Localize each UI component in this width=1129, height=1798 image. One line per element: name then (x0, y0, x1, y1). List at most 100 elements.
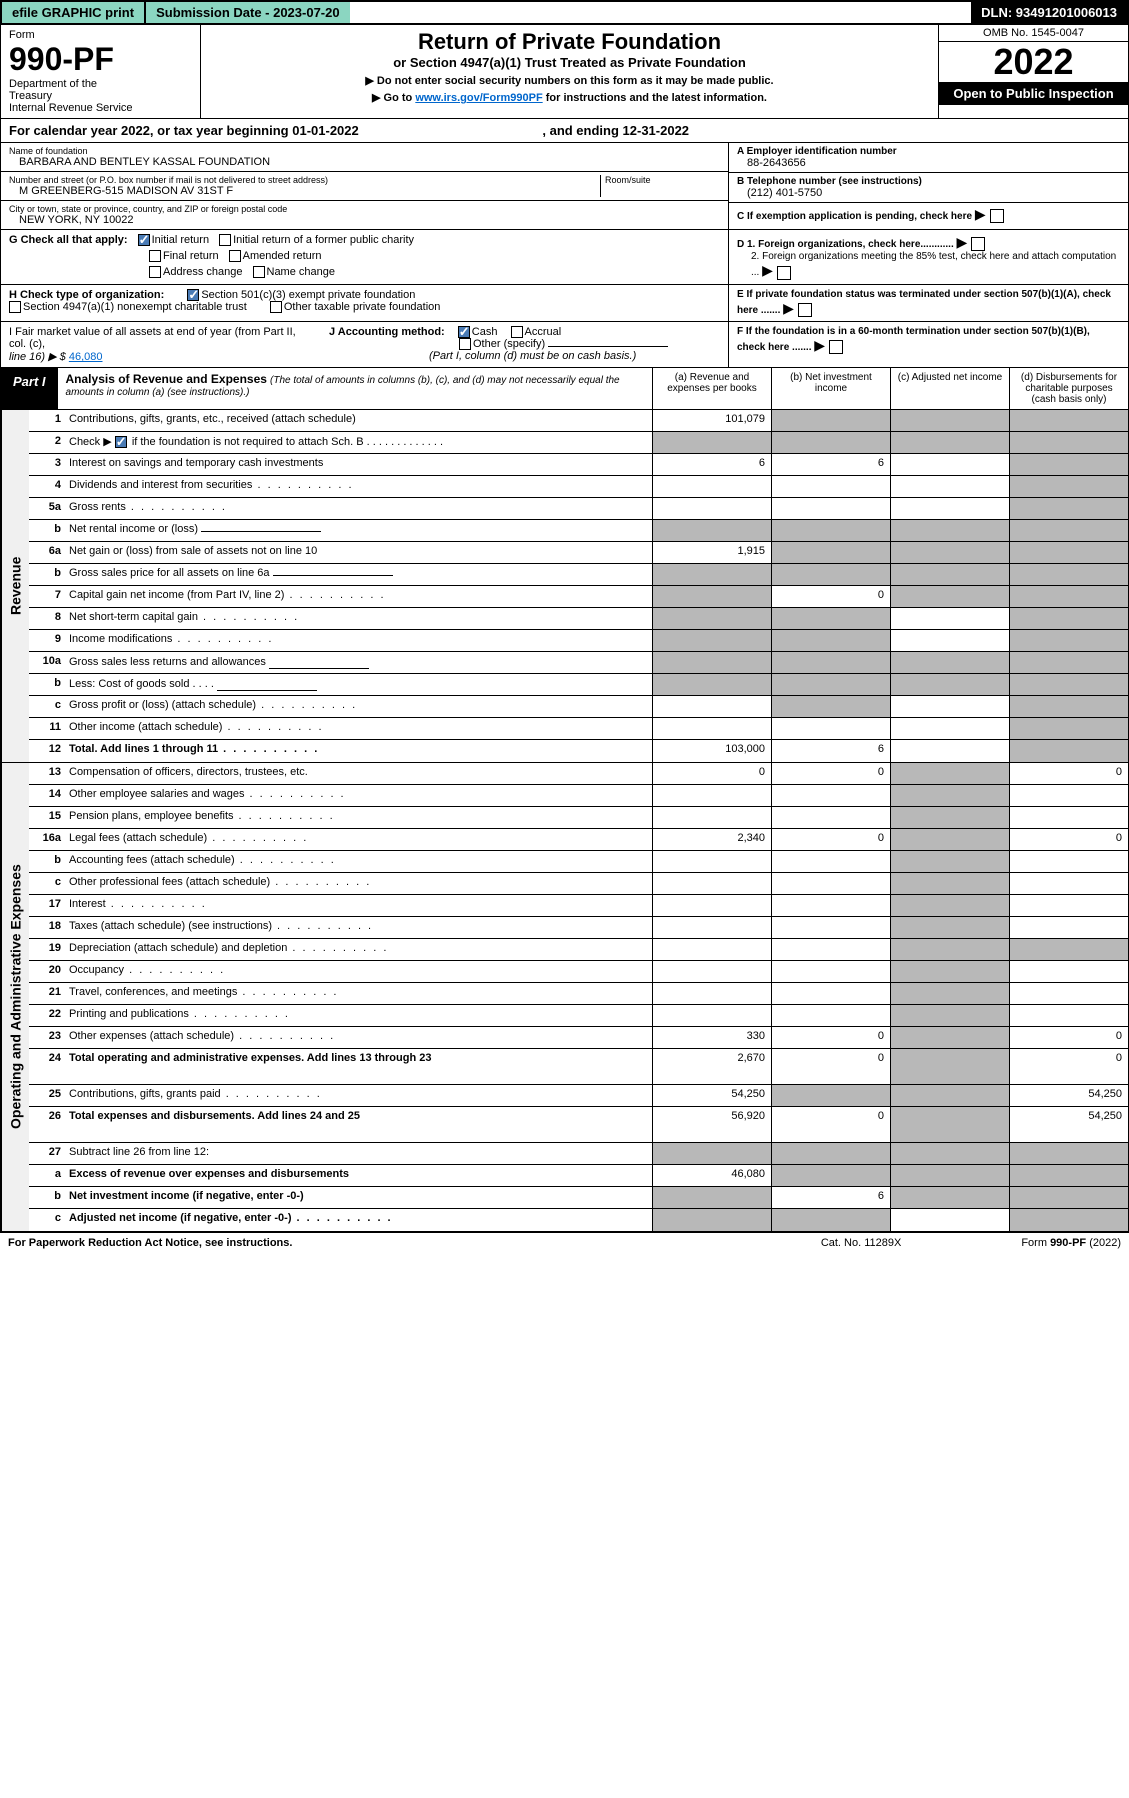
c-label: C If exemption application is pending, c… (737, 211, 972, 222)
submission-date: Submission Date - 2023-07-20 (146, 2, 350, 23)
j-accrual-checkbox[interactable] (511, 326, 523, 338)
g-name-checkbox[interactable] (253, 266, 265, 278)
footer: For Paperwork Reduction Act Notice, see … (0, 1232, 1129, 1253)
col-a-header: (a) Revenue and expenses per books (652, 368, 771, 409)
g-label: G Check all that apply: (9, 234, 128, 246)
row-11-desc: Other income (attach schedule) (65, 718, 652, 739)
irs-link[interactable]: www.irs.gov/Form990PF (415, 92, 542, 104)
revenue-label: Revenue (1, 410, 29, 762)
j-cash-checkbox[interactable] (458, 326, 470, 338)
row-16b-desc: Accounting fees (attach schedule) (65, 851, 652, 872)
row-16a-desc: Legal fees (attach schedule) (65, 829, 652, 850)
row-8-desc: Net short-term capital gain (65, 608, 652, 629)
row-27c-desc: Adjusted net income (if negative, enter … (65, 1209, 652, 1231)
row-27a-desc: Excess of revenue over expenses and disb… (65, 1165, 652, 1186)
h-501c3-checkbox[interactable] (187, 289, 199, 301)
row-6a-desc: Net gain or (loss) from sale of assets n… (65, 542, 652, 563)
row-25-d: 54,250 (1009, 1085, 1128, 1106)
d2-checkbox[interactable] (777, 266, 791, 280)
foundation-name: BARBARA AND BENTLEY KASSAL FOUNDATION (9, 156, 720, 168)
g-final-checkbox[interactable] (149, 250, 161, 262)
form-number: 990-PF (9, 41, 192, 78)
row-27b-b: 6 (771, 1187, 890, 1208)
h-4947-checkbox[interactable] (9, 301, 21, 313)
row-23-a: 330 (652, 1027, 771, 1048)
row-5b-desc: Net rental income or (loss) (65, 520, 652, 541)
entity-info: Name of foundation BARBARA AND BENTLEY K… (0, 143, 1129, 230)
d1-checkbox[interactable] (971, 237, 985, 251)
form-word: Form (9, 29, 192, 41)
city-label: City or town, state or province, country… (9, 204, 287, 214)
row-3-a: 6 (652, 454, 771, 475)
row-27a-a: 46,080 (652, 1165, 771, 1186)
expenses-label: Operating and Administrative Expenses (1, 763, 29, 1231)
row-2-desc: Check ▶ if the foundation is not require… (65, 432, 652, 453)
schb-checkbox[interactable] (115, 436, 127, 448)
row-3-desc: Interest on savings and temporary cash i… (65, 454, 652, 475)
row-15-desc: Pension plans, employee benefits (65, 807, 652, 828)
i-j-f-row: I Fair market value of all assets at end… (0, 322, 1129, 368)
form-note1: ▶ Do not enter social security numbers o… (209, 74, 930, 87)
row-16a-d: 0 (1009, 829, 1128, 850)
row-23-d: 0 (1009, 1027, 1128, 1048)
g-address-checkbox[interactable] (149, 266, 161, 278)
row-10b-desc: Less: Cost of goods sold . . . . (65, 674, 652, 695)
row-26-desc: Total expenses and disbursements. Add li… (65, 1107, 652, 1142)
row-10a-desc: Gross sales less returns and allowances (65, 652, 652, 673)
g-initial-return-checkbox[interactable] (138, 234, 150, 246)
row-3-b: 6 (771, 454, 890, 475)
form-title: Return of Private Foundation (209, 29, 930, 55)
revenue-section: Revenue 1Contributions, gifts, grants, e… (0, 410, 1129, 763)
row-9-desc: Income modifications (65, 630, 652, 651)
row-25-desc: Contributions, gifts, grants paid (65, 1085, 652, 1106)
row-6a-a: 1,915 (652, 542, 771, 563)
address-value: M GREENBERG-515 MADISON AV 31ST F (9, 185, 600, 197)
row-12-b: 6 (771, 740, 890, 762)
part1-label: Part I (1, 368, 58, 409)
row-23-b: 0 (771, 1027, 890, 1048)
footer-left: For Paperwork Reduction Act Notice, see … (8, 1237, 292, 1249)
name-label: Name of foundation (9, 146, 720, 156)
col-d-header: (d) Disbursements for charitable purpose… (1009, 368, 1128, 409)
h-other-checkbox[interactable] (270, 301, 282, 313)
row-1-desc: Contributions, gifts, grants, etc., rece… (65, 410, 652, 431)
col-b-header: (b) Net investment income (771, 368, 890, 409)
row-26-a: 56,920 (652, 1107, 771, 1142)
row-25-a: 54,250 (652, 1085, 771, 1106)
form-header: Form 990-PF Department of the Treasury I… (0, 25, 1129, 119)
row-20-desc: Occupancy (65, 961, 652, 982)
expenses-section: Operating and Administrative Expenses 13… (0, 763, 1129, 1232)
g-d-row: G Check all that apply: Initial return I… (0, 230, 1129, 285)
g-amended-checkbox[interactable] (229, 250, 241, 262)
row-26-d: 54,250 (1009, 1107, 1128, 1142)
row-21-desc: Travel, conferences, and meetings (65, 983, 652, 1004)
f-checkbox[interactable] (829, 340, 843, 354)
row-14-desc: Other employee salaries and wages (65, 785, 652, 806)
dept-line1: Department of the (9, 78, 192, 90)
address-label: Number and street (or P.O. box number if… (9, 175, 600, 185)
row-12-a: 103,000 (652, 740, 771, 762)
omb-number: OMB No. 1545-0047 (939, 25, 1128, 42)
row-5a-desc: Gross rents (65, 498, 652, 519)
efile-print-button[interactable]: efile GRAPHIC print (2, 2, 146, 23)
dept-line2: Treasury (9, 90, 192, 102)
row-23-desc: Other expenses (attach schedule) (65, 1027, 652, 1048)
row-27-desc: Subtract line 26 from line 12: (65, 1143, 652, 1164)
d2-label: 2. Foreign organizations meeting the 85%… (751, 251, 1116, 278)
row-12-desc: Total. Add lines 1 through 11 (65, 740, 652, 762)
row-4-desc: Dividends and interest from securities (65, 476, 652, 497)
e-checkbox[interactable] (798, 303, 812, 317)
row-10c-desc: Gross profit or (loss) (attach schedule) (65, 696, 652, 717)
row-18-desc: Taxes (attach schedule) (see instruction… (65, 917, 652, 938)
row-13-b: 0 (771, 763, 890, 784)
row-24-d: 0 (1009, 1049, 1128, 1084)
col-c-header: (c) Adjusted net income (890, 368, 1009, 409)
row-16a-b: 0 (771, 829, 890, 850)
g-initial-former-checkbox[interactable] (219, 234, 231, 246)
row-19-desc: Depreciation (attach schedule) and deple… (65, 939, 652, 960)
footer-right: Form 990-PF (2022) (1021, 1237, 1121, 1249)
city-value: NEW YORK, NY 10022 (9, 214, 287, 226)
c-checkbox[interactable] (990, 209, 1004, 223)
form-note2: ▶ Go to www.irs.gov/Form990PF for instru… (209, 91, 930, 104)
dln: DLN: 93491201006013 (971, 2, 1127, 23)
